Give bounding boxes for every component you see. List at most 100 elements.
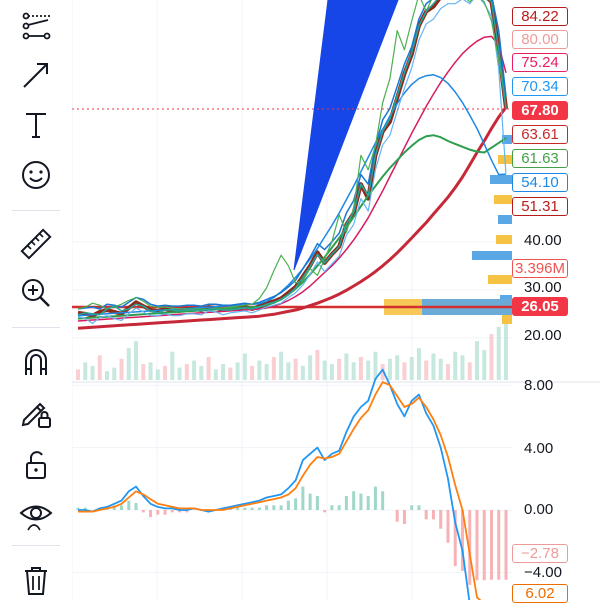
macd-axis-tick: 8.00 [524,377,554,394]
macd-histogram-bar [504,510,508,580]
volume-bar [467,362,472,380]
tool-arrow[interactable] [12,55,60,95]
volume-bar [308,355,313,380]
macd-histogram-bar [468,510,472,585]
price-series-line [77,35,507,322]
macd-histogram-bar [149,510,153,518]
drawing-wedge [293,0,399,271]
toolbar-divider [12,327,60,328]
macd-series-line [78,368,471,600]
macd-axis-tick: −4.00 [524,564,562,581]
volume-bar [257,360,262,380]
macd-histogram-bar [431,510,435,520]
price-label: 63.61 [512,125,568,144]
macd-histogram-bar [489,510,493,580]
volume-bar [155,369,160,380]
tool-lock-drawings[interactable] [12,392,60,432]
volume-bar [279,351,284,380]
macd-histogram-bar [373,486,377,510]
macd-series-line [78,381,482,600]
volume-bar [395,355,400,380]
price-label: 54.10 [512,173,568,192]
volume-bar [496,326,501,380]
price-label: 67.80 [512,101,568,120]
price-label: 80.00 [512,30,568,49]
tool-unlock[interactable] [12,444,60,484]
macd-histogram-bar [156,510,160,515]
macd-label: 6.02 [512,584,568,603]
eye-hide-icon [19,505,53,531]
volume-bar [337,358,342,380]
zoom-in-icon [22,279,50,307]
volume-bar [235,362,240,380]
macd-histogram-bar [453,510,457,567]
macd-histogram-bar [294,498,298,510]
tool-lines[interactable] [12,6,60,46]
volume-bar [424,360,429,380]
macd-histogram-bar [308,493,312,510]
price-series-line [77,0,507,324]
volume-bar [286,362,291,380]
volume-bar [112,367,117,380]
volume-bar [141,364,146,380]
macd-histogram-bar [315,495,319,510]
toolbar-divider [12,210,60,211]
volume-bar [358,357,363,380]
macd-series [78,368,482,600]
macd-histogram-bar [395,510,399,522]
macd-histogram-bar [344,495,348,510]
macd-histogram-bar [236,507,240,510]
macd-histogram-bar [286,500,290,510]
price-axis-tick: 40.00 [524,232,562,249]
volume-bar [184,364,189,380]
chart-grid [72,0,512,600]
volume-bar [170,351,175,380]
macd-histogram-bar [410,505,414,510]
profile-bar [472,251,512,260]
macd-histogram-bar [250,507,254,510]
macd-histogram-bar [402,510,406,525]
macd-histogram-bar [243,507,247,510]
price-chart[interactable] [72,0,600,600]
volume-bar [438,358,443,380]
macd-histogram-bar [279,505,283,510]
macd-histogram-bar [178,510,182,513]
macd-histogram-bar [163,510,167,515]
price-series [77,0,508,330]
ruler-icon [20,228,52,260]
macd-histogram-bar [439,510,443,529]
tool-hide[interactable] [12,494,60,534]
tool-emoji[interactable] [12,155,60,195]
volume-bar [250,365,255,380]
macd-histogram-bar [460,510,464,571]
volume-bar [380,364,385,380]
volume-bar [322,360,327,380]
macd-axis-tick: 0.00 [524,501,554,518]
volume-bar [76,369,80,380]
price-series-line [77,0,507,310]
price-series-line [77,0,507,316]
tool-magnet[interactable] [12,342,60,382]
volume-bar [163,365,168,380]
volume-bar [474,341,479,380]
tool-text[interactable] [12,105,60,145]
macd-histogram-bar [272,505,276,510]
tool-zoom[interactable] [12,273,60,313]
macd-histogram-bar [446,510,450,543]
macd-histogram-bar [170,510,174,513]
volume-bar [387,358,392,380]
price-label: 26.05 [512,297,568,316]
unlock-icon [26,451,46,479]
macd-histogram-bar [120,505,124,510]
volume-bar [344,353,349,380]
volume-bar [402,362,407,380]
macd-histogram-bar [323,510,327,513]
volume-bar [119,358,124,380]
macd-histogram-bar [352,491,356,510]
tool-measure[interactable] [12,224,60,264]
tool-remove[interactable] [12,560,60,600]
macd-histogram-bar [330,505,334,510]
volume-bar [105,371,110,380]
volume-bar [206,357,211,380]
volume-bar [199,365,204,380]
